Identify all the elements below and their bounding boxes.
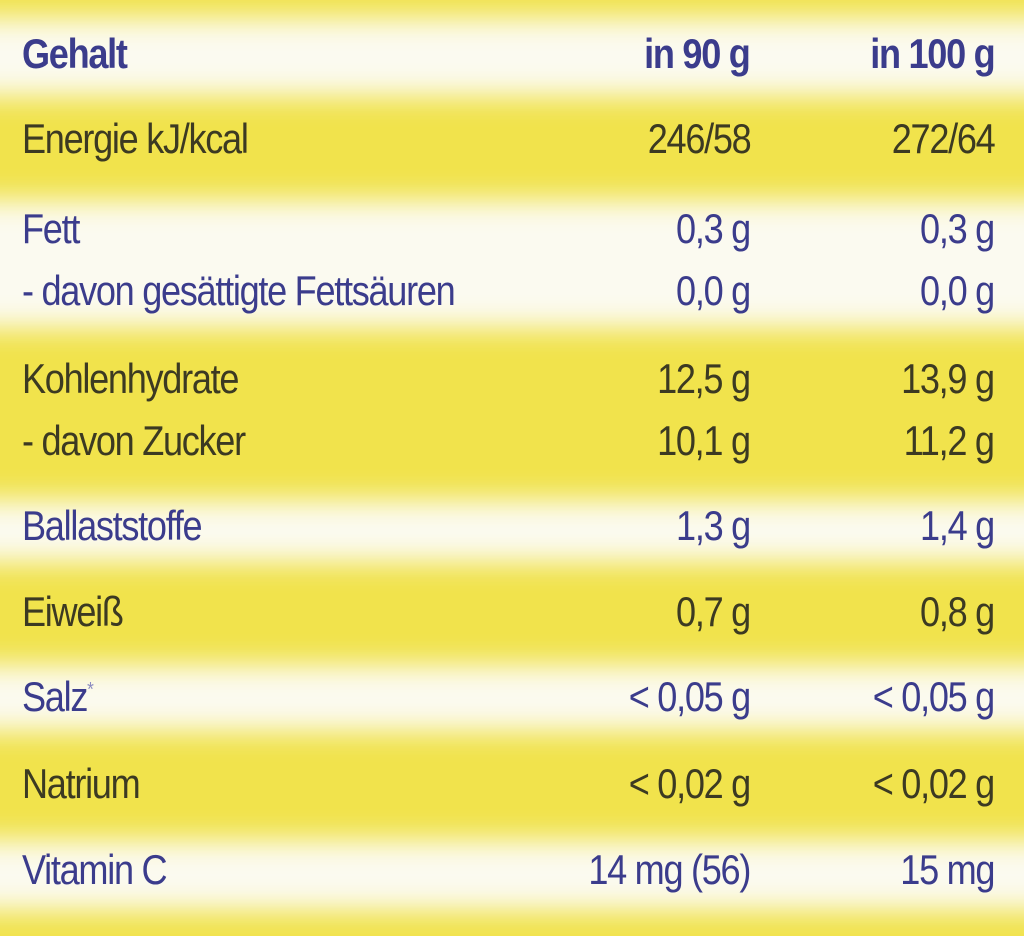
row-col2: 15 mg: [900, 846, 995, 893]
row-kohlenhydrate: Kohlenhydrate 12,5 g 13,9 g - davon Zucker…: [0, 355, 1024, 479]
row-label: Energie kJ/kcal: [22, 115, 249, 162]
row-col2: 11,2 g: [903, 417, 995, 464]
header-col1: in 90 g: [644, 30, 752, 77]
row-label: Salz: [22, 673, 88, 720]
row-label-salz: Salz*: [22, 673, 94, 721]
row-label: Vitamin C: [22, 846, 168, 893]
table-header: Gehalt in 90 g in 100 g: [0, 30, 1024, 92]
row-col1: 10,1 g: [657, 417, 751, 464]
header-col2: in 100 g: [869, 30, 995, 77]
row-col2: < 0,05 g: [872, 673, 996, 720]
row-col1: < 0,05 g: [628, 673, 752, 720]
row-vitamin-c: Vitamin C 14 mg (56) 15 mg: [0, 846, 1024, 908]
row-col1: 12,5 g: [657, 355, 751, 402]
row-col2: 13,9 g: [901, 355, 995, 402]
band-white: [0, 840, 1024, 910]
row-ballaststoffe: Ballaststoffe 1,3 g 1,4 g: [0, 502, 1024, 564]
band-white: [0, 200, 1024, 328]
row-col2: 1,4 g: [920, 502, 995, 549]
row-col2: < 0,02 g: [872, 760, 996, 807]
row-col2: 0,3 g: [920, 205, 995, 252]
row-label: - davon gesättigte Fettsäuren: [22, 267, 456, 314]
row-col1: 0,7 g: [676, 588, 751, 635]
row-col1: 1,3 g: [676, 502, 751, 549]
row-label: Natrium: [22, 760, 141, 807]
row-label: - davon Zucker: [22, 417, 246, 464]
row-label: Fett: [22, 205, 80, 252]
row-col2: 0,8 g: [920, 588, 995, 635]
row-salz: Salz* < 0,05 g < 0,05 g: [0, 673, 1024, 735]
row-label: Kohlenhydrate: [22, 355, 239, 402]
row-col1: 0,3 g: [676, 205, 751, 252]
row-col2: 0,0 g: [920, 267, 995, 314]
row-label: Ballaststoffe: [22, 502, 203, 549]
row-col1: < 0,02 g: [628, 760, 752, 807]
row-eiweiss: Eiweiß 0,7 g 0,8 g: [0, 588, 1024, 650]
band-white: [0, 500, 1024, 562]
row-label: Eiweiß: [22, 588, 124, 635]
row-col2: 272/64: [891, 115, 995, 162]
row-col1: 0,0 g: [676, 267, 751, 314]
row-natrium: Natrium < 0,02 g < 0,02 g: [0, 760, 1024, 822]
band-white: [0, 18, 1024, 96]
header-label: Gehalt: [22, 30, 128, 77]
row-energie: Energie kJ/kcal 246/58 272/64: [0, 115, 1024, 177]
footnote-marker: *: [87, 679, 94, 701]
row-fett: Fett 0,3 g 0,3 g - davon gesättigte Fettsä…: [0, 205, 1024, 329]
row-col1: 14 mg (56): [588, 846, 751, 893]
row-col1: 246/58: [647, 115, 751, 162]
band-white: [0, 665, 1024, 731]
